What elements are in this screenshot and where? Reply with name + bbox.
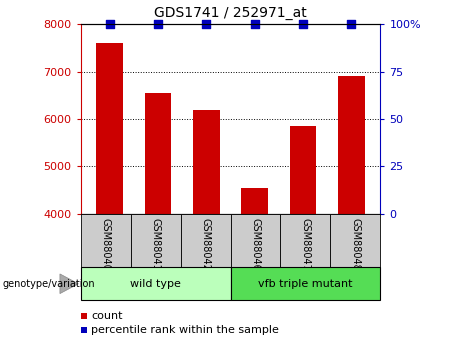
Text: GSM88040: GSM88040 xyxy=(100,218,111,271)
Bar xyxy=(130,214,181,269)
Bar xyxy=(145,93,171,214)
Text: percentile rank within the sample: percentile rank within the sample xyxy=(91,325,279,335)
Polygon shape xyxy=(60,274,78,294)
Text: GSM88041: GSM88041 xyxy=(151,218,160,271)
Bar xyxy=(81,267,230,300)
Bar xyxy=(331,214,380,269)
Point xyxy=(106,21,113,27)
Point xyxy=(154,21,162,27)
Point xyxy=(203,21,210,27)
Text: GSM88046: GSM88046 xyxy=(250,218,260,271)
Bar xyxy=(230,214,280,269)
Text: wild type: wild type xyxy=(130,279,181,289)
Text: GSM88047: GSM88047 xyxy=(301,218,310,271)
Point xyxy=(299,21,307,27)
Text: count: count xyxy=(91,311,123,321)
Text: vfb triple mutant: vfb triple mutant xyxy=(258,279,353,289)
Bar xyxy=(290,126,316,214)
Bar xyxy=(96,43,123,214)
Text: GSM88042: GSM88042 xyxy=(201,218,211,271)
Title: GDS1741 / 252971_at: GDS1741 / 252971_at xyxy=(154,6,307,20)
Bar xyxy=(338,76,365,214)
Bar xyxy=(193,110,219,214)
Bar xyxy=(280,214,331,269)
Text: genotype/variation: genotype/variation xyxy=(2,279,95,289)
Point xyxy=(251,21,258,27)
Bar xyxy=(81,214,130,269)
Bar xyxy=(230,267,380,300)
Bar xyxy=(242,188,268,214)
Point xyxy=(348,21,355,27)
Bar xyxy=(181,214,230,269)
Text: GSM88048: GSM88048 xyxy=(350,218,361,271)
